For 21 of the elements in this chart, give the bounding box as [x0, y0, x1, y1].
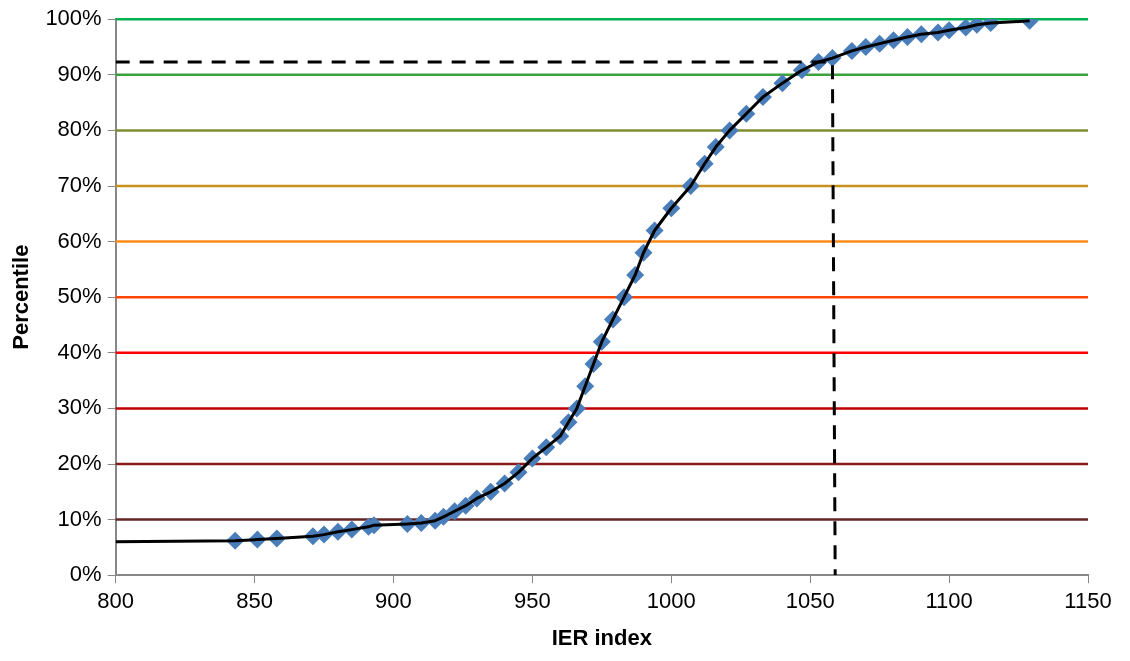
x-tick-label: 1050	[785, 588, 835, 614]
x-tick-label: 800	[97, 588, 135, 614]
y-tick-label: 80%	[57, 116, 102, 142]
y-tick-label: 20%	[57, 450, 102, 476]
x-tick-label: 1000	[646, 588, 696, 614]
y-tick-label: 10%	[57, 505, 102, 531]
x-tick-label: 1100	[925, 588, 973, 614]
y-tick-label: 100%	[45, 5, 102, 31]
y-tick-label: 60%	[57, 227, 102, 253]
x-tick-label: 1150	[1064, 588, 1112, 614]
y-tick-label: 50%	[57, 283, 102, 309]
y-tick-label: 30%	[57, 394, 102, 420]
y-tick-label: 70%	[57, 172, 102, 198]
y-tick-label: 90%	[57, 60, 102, 86]
x-tick-label: 850	[236, 588, 273, 614]
x-tick-label: 950	[514, 588, 551, 614]
y-axis-title: Percentile	[8, 244, 34, 350]
x-axis-title: IER index	[551, 624, 653, 650]
y-tick-label: 0%	[69, 561, 102, 587]
x-tick-label: 900	[375, 588, 412, 614]
y-tick-label: 40%	[57, 338, 102, 364]
